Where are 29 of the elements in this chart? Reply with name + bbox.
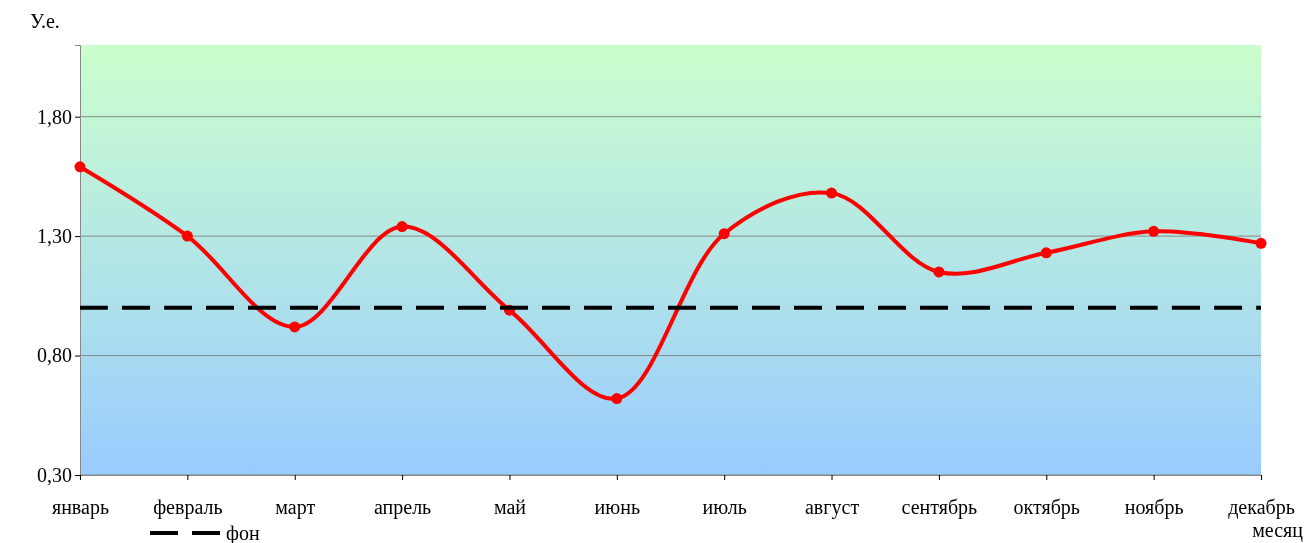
x-tick-label: июль [702,496,747,519]
point [181,230,193,242]
x-tick-label: сентябрь [901,496,978,520]
point [289,321,301,333]
x-tick-label: декабрь [1228,496,1295,520]
x-tick-label: август [804,496,860,520]
point [611,393,623,405]
point [74,161,86,173]
x-tick-label: февраль [153,496,223,520]
x-tick-label: ноябрь [1124,496,1184,520]
x-tick-label: апрель [373,496,432,520]
point [396,221,408,233]
point [1040,247,1052,259]
point [1148,225,1160,237]
x-tick-label: октябрь [1013,496,1080,520]
y-axis-title: У.е. [30,10,60,32]
point [933,266,945,278]
x-tick-label: май [493,496,527,519]
point [826,187,838,199]
y-tick-label: 0,80 [37,344,72,367]
point [1255,237,1267,249]
x-tick-label: июнь [594,496,641,519]
y-tick-label: 1,80 [37,105,72,128]
y-tick-label: 0,30 [37,463,72,486]
x-tick-label: январь [51,496,110,520]
y-tick-label: 1,30 [37,225,72,248]
x-axis-title: месяц [1252,519,1304,542]
x-tick-label: март [275,496,316,520]
point [718,228,730,240]
